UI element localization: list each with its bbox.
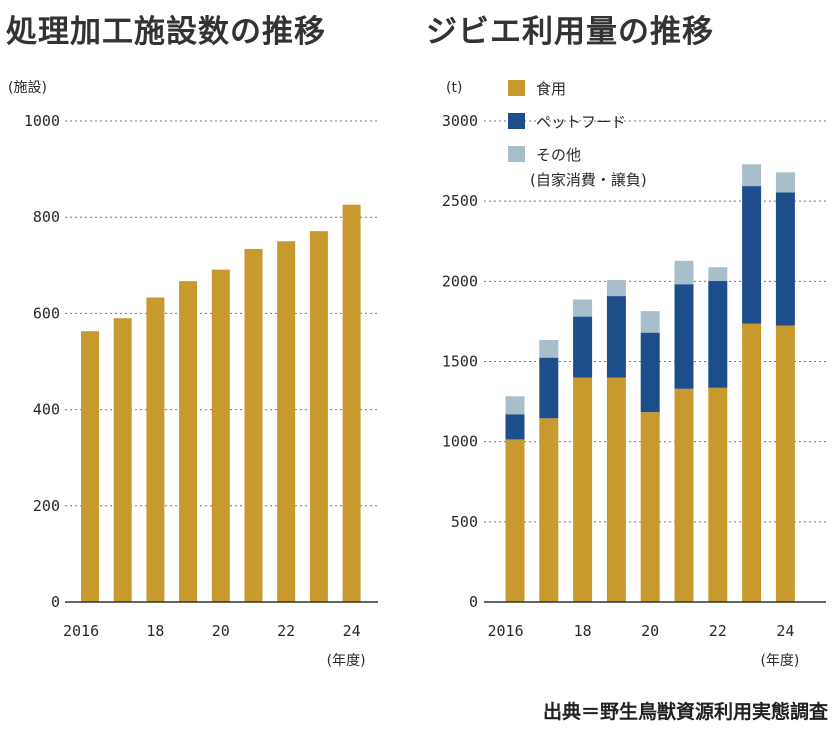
- x-tick-label: 24: [776, 622, 794, 640]
- bar-segment-food: [539, 418, 559, 602]
- bar-segment-other: [539, 340, 559, 358]
- x-unit-label: (年度): [327, 653, 366, 669]
- y-unit-label: (t): [446, 80, 462, 96]
- x-tick-label: 20: [641, 622, 659, 640]
- bar-segment-other: [742, 164, 762, 187]
- bar: [309, 231, 328, 603]
- bar-segment-other: [606, 280, 626, 297]
- bar-segment-pet: [539, 357, 559, 419]
- y-tick-label: 0: [469, 593, 478, 611]
- y-unit-label: (施設): [8, 80, 47, 96]
- x-tick-label: 20: [212, 622, 230, 640]
- left-chart-title: 処理加工施設数の推移: [6, 14, 326, 50]
- bar-segment-food: [505, 439, 525, 602]
- legend-swatch-pet: [508, 113, 525, 129]
- x-unit-label: (年度): [760, 653, 799, 669]
- bar: [277, 241, 296, 602]
- x-tick-label: 2016: [488, 622, 524, 640]
- y-tick-label: 500: [451, 513, 478, 531]
- bar-segment-pet: [674, 284, 694, 389]
- bar-segment-food: [674, 388, 694, 602]
- bar-segment-food: [606, 377, 626, 602]
- x-tick-label: 2016: [63, 622, 99, 640]
- bar-segment-food: [742, 323, 762, 602]
- legend-label: その他: [536, 146, 581, 164]
- bar-segment-other: [505, 396, 525, 415]
- legend-label: (自家消費・譲負): [530, 171, 647, 189]
- x-tick-label: 22: [277, 622, 295, 640]
- y-tick-label: 0: [51, 593, 60, 611]
- legend-swatch-food: [508, 80, 525, 96]
- bar-segment-pet: [708, 281, 728, 388]
- legend-swatch-other: [508, 146, 525, 162]
- x-tick-label: 22: [709, 622, 727, 640]
- bar-segment-other: [573, 299, 593, 317]
- bar: [342, 204, 361, 602]
- bar: [179, 281, 198, 602]
- y-tick-label: 800: [33, 208, 60, 226]
- y-tick-label: 1000: [24, 112, 60, 130]
- bar-segment-pet: [606, 296, 626, 378]
- bar: [113, 318, 132, 602]
- bar-segment-other: [640, 311, 660, 333]
- legend-label: ペットフード: [536, 113, 626, 131]
- x-tick-label: 24: [343, 622, 361, 640]
- y-tick-label: 600: [33, 304, 60, 322]
- bar: [244, 248, 263, 603]
- bar-segment-food: [640, 412, 660, 602]
- bar: [146, 297, 165, 602]
- y-tick-label: 1500: [442, 353, 478, 371]
- bar: [81, 331, 99, 602]
- bar: [211, 269, 230, 602]
- y-tick-label: 2000: [442, 272, 478, 290]
- y-tick-label: 400: [33, 401, 60, 419]
- bar-segment-pet: [742, 186, 762, 324]
- bar-segment-pet: [640, 332, 660, 413]
- y-tick-label: 200: [33, 497, 60, 515]
- source-note: 出典＝野生鳥獣資源利用実態調査: [542, 701, 828, 723]
- legend-label: 食用: [536, 80, 566, 98]
- right-chart-title: ジビエ利用量の推移: [426, 14, 714, 50]
- bar-segment-pet: [775, 192, 795, 326]
- y-tick-label: 1000: [442, 433, 478, 451]
- bar-segment-food: [573, 377, 593, 602]
- x-tick-label: 18: [574, 622, 592, 640]
- bar-segment-other: [708, 267, 728, 282]
- bar-segment-pet: [505, 414, 525, 440]
- bar-segment-other: [775, 172, 795, 193]
- bar-segment-food: [708, 387, 728, 602]
- y-tick-label: 3000: [442, 112, 478, 130]
- bar-segment-pet: [573, 316, 593, 378]
- y-tick-label: 2500: [442, 192, 478, 210]
- bar-segment-other: [674, 260, 694, 285]
- bar-segment-food: [775, 325, 795, 602]
- x-tick-label: 18: [146, 622, 164, 640]
